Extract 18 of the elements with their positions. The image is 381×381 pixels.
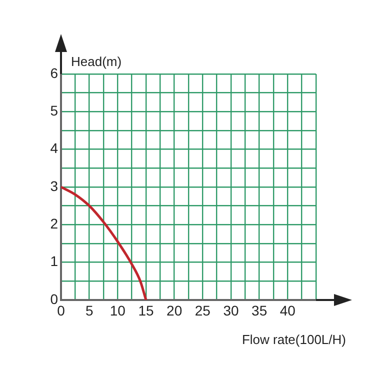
y-tick-label: 5 bbox=[50, 102, 58, 119]
x-tick-label: 25 bbox=[194, 302, 211, 318]
x-axis-title: Flow rate(100L/H) bbox=[242, 332, 346, 347]
x-tick-label: 40 bbox=[280, 302, 296, 318]
y-tick-label: 2 bbox=[50, 216, 58, 232]
y-axis-title: Head(m) bbox=[71, 54, 122, 69]
y-tick-label: 6 bbox=[50, 64, 58, 81]
y-tick-label: 3 bbox=[50, 178, 58, 194]
y-tick-label: 1 bbox=[50, 253, 58, 270]
x-tick-label: 35 bbox=[252, 302, 268, 318]
x-tick-label: 15 bbox=[138, 302, 154, 318]
x-tick-label: 10 bbox=[110, 302, 126, 318]
x-tick-label: 30 bbox=[223, 302, 239, 318]
line-series bbox=[61, 186, 148, 300]
x-tick-label: 20 bbox=[166, 302, 182, 318]
y-tick-label: 0 bbox=[50, 290, 58, 307]
x-tick-label: 5 bbox=[85, 302, 94, 318]
y-tick-label: 4 bbox=[50, 140, 58, 156]
